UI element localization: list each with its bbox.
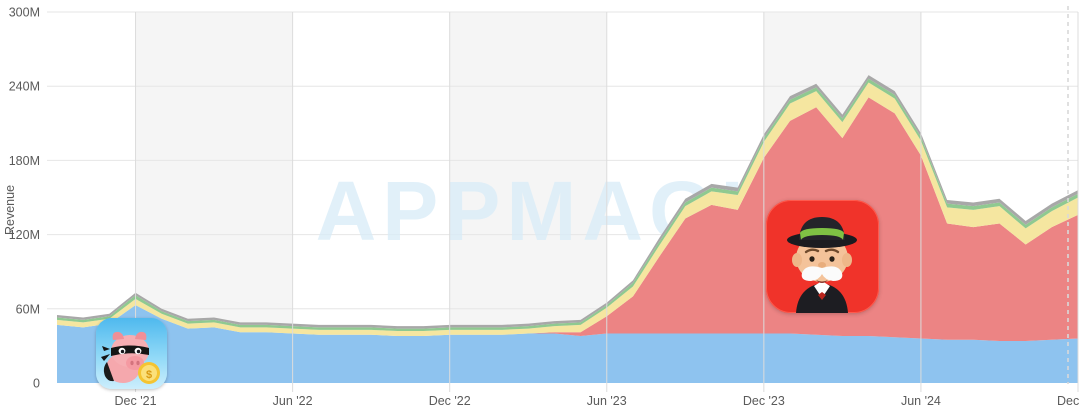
y-tick-label: 240M [9, 80, 40, 94]
x-axis-tick-labels: Dec '21 Jun '22 Dec '22 Jun '23 Dec '23 Jun '… [115, 394, 1080, 408]
x-tick-label: Dec '21 [115, 394, 157, 408]
y-tick-label: 300M [9, 6, 40, 20]
x-tick-label: Dec '24 [1057, 394, 1080, 408]
area-series [57, 305, 1078, 383]
x-tick-label: Jun '23 [587, 394, 627, 408]
x-tick-label: Jun '24 [901, 394, 941, 408]
y-tick-label: 180M [9, 154, 40, 168]
x-tick-marks [135, 12, 1079, 392]
y-tick-label: 60M [16, 302, 40, 316]
x-tick-label: Dec '22 [429, 394, 471, 408]
x-tick-label: Jun '22 [273, 394, 313, 408]
svg-text:$: $ [146, 369, 152, 381]
y-tick-label: 120M [9, 228, 40, 242]
y-axis-title: Revenue [3, 185, 17, 235]
x-tick-label: Dec '23 [743, 394, 785, 408]
monopoly-go-icon [766, 200, 879, 313]
y-tick-label: 0 [33, 377, 40, 391]
app-icon-monopoly-go[interactable] [766, 200, 879, 313]
app-icon-coin-master[interactable]: $ [96, 318, 167, 389]
y-axis-tick-labels: 300M 240M 180M 120M 60M 0 [9, 6, 40, 391]
coin-master-icon: $ [96, 318, 167, 389]
